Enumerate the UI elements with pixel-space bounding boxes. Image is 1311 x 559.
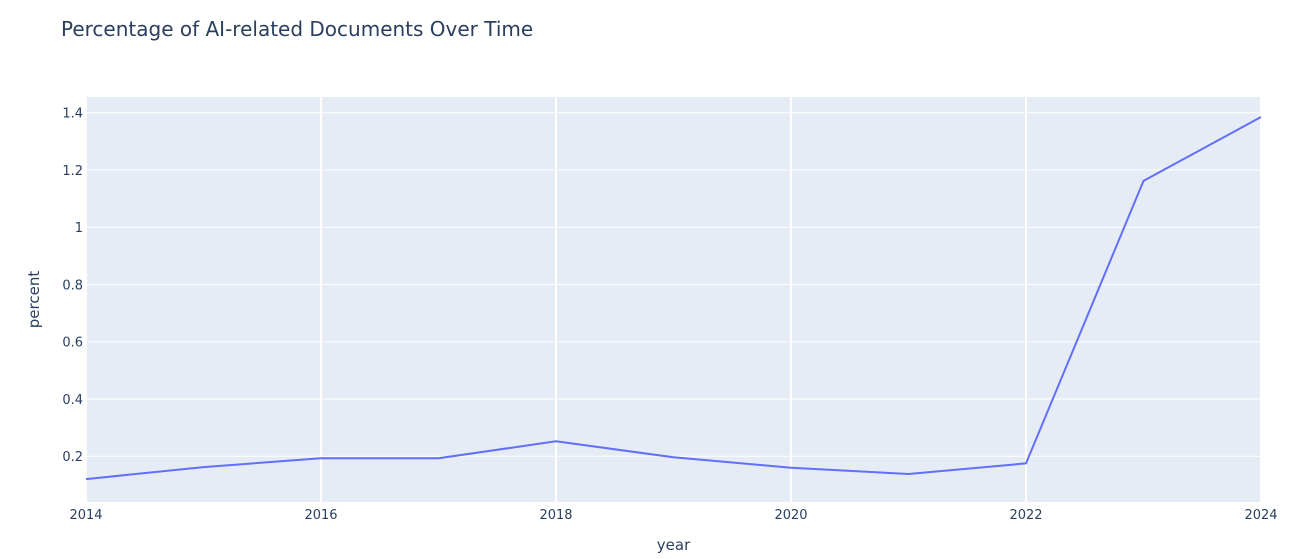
x-tick-label: 2020 — [774, 508, 807, 523]
x-tick-label: 2016 — [304, 508, 337, 523]
series-line — [85, 116, 1262, 481]
y-tick-label: 1.4 — [62, 107, 83, 122]
y-axis-ticks: 0.2 0.4 0.6 0.8 1 1.2 1.4 — [62, 107, 83, 465]
data-point — [437, 456, 441, 460]
y-axis-title: percent — [25, 271, 43, 329]
x-gridlines — [85, 97, 1262, 502]
x-tick-label: 2022 — [1009, 508, 1042, 523]
y-tick-label: 1 — [75, 221, 83, 236]
data-point — [84, 477, 88, 481]
data-point — [672, 455, 676, 459]
plot-background — [86, 97, 1261, 502]
data-point — [202, 465, 206, 469]
y-tick-label: 1.2 — [62, 164, 83, 179]
data-point — [1024, 461, 1028, 465]
data-point — [319, 456, 323, 460]
data-point — [554, 439, 558, 443]
x-axis-title: year — [657, 536, 691, 554]
y-gridlines — [86, 112, 1261, 457]
x-axis-ticks: 2014 2016 2018 2020 2022 2024 — [69, 508, 1277, 523]
y-tick-label: 0.8 — [62, 278, 83, 293]
x-tick-label: 2014 — [69, 508, 102, 523]
y-tick-label: 0.2 — [62, 450, 83, 465]
y-tick-label: 0.4 — [62, 393, 83, 408]
x-tick-label: 2018 — [539, 508, 572, 523]
x-tick-label: 2024 — [1244, 508, 1277, 523]
data-point — [789, 466, 793, 470]
chart-title: Percentage of AI-related Documents Over … — [61, 17, 534, 41]
y-tick-label: 0.6 — [62, 336, 83, 351]
data-point — [1259, 115, 1263, 119]
data-point — [907, 472, 911, 476]
series-layer — [84, 115, 1263, 481]
data-point — [1142, 179, 1146, 183]
